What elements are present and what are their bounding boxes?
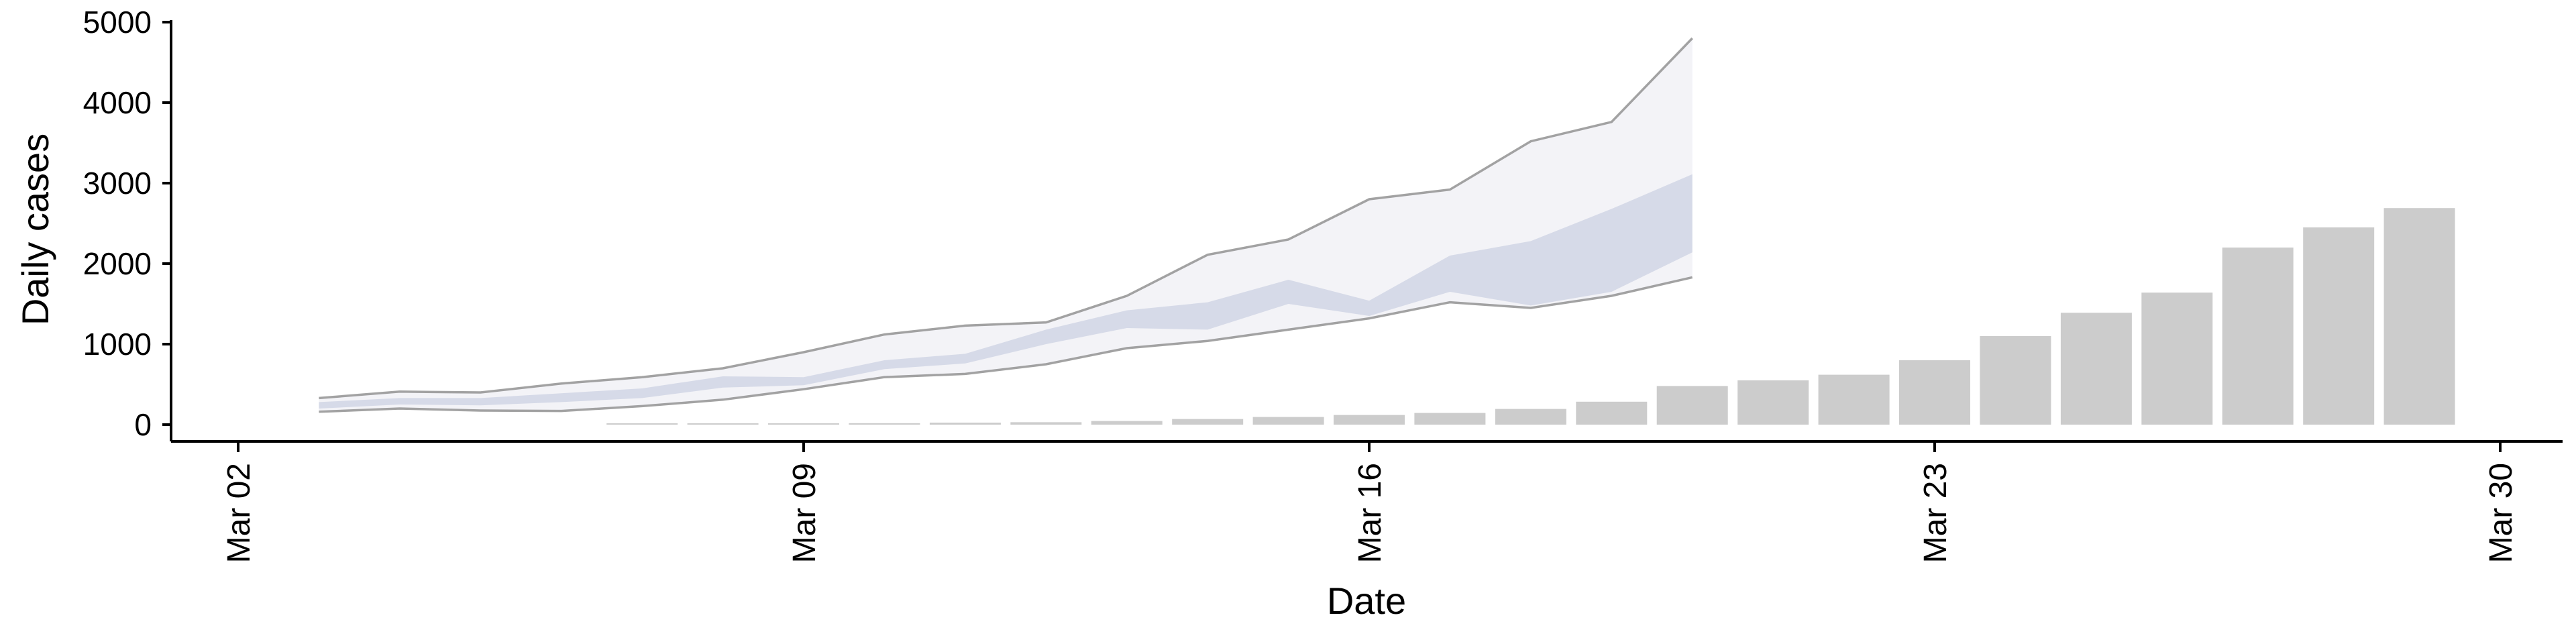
y-tick-label: 3000 bbox=[83, 166, 152, 201]
band-lower-line bbox=[319, 276, 1693, 413]
y-tick-label: 4000 bbox=[83, 85, 152, 120]
bar bbox=[1737, 380, 1809, 425]
bar bbox=[1334, 415, 1405, 425]
bar bbox=[1818, 374, 1890, 425]
bar bbox=[1576, 401, 1648, 425]
band-outer-area bbox=[319, 38, 1693, 412]
y-tick-label: 0 bbox=[134, 407, 152, 442]
x-axis-title: Date bbox=[1327, 580, 1406, 622]
x-tick-label: Mar 02 bbox=[221, 463, 257, 563]
bar bbox=[1010, 422, 1082, 425]
bar bbox=[606, 423, 678, 425]
bar bbox=[1899, 360, 1970, 425]
bar bbox=[1252, 417, 1324, 425]
bar bbox=[687, 423, 759, 425]
bar bbox=[768, 423, 839, 425]
x-tick-label: Mar 09 bbox=[787, 463, 822, 563]
y-ticks: 0 1000 2000 3000 4000 5000 bbox=[83, 5, 171, 442]
bar bbox=[849, 423, 920, 425]
bar bbox=[1656, 386, 1728, 425]
x-tick-label: Mar 16 bbox=[1352, 463, 1388, 563]
bar bbox=[2222, 248, 2294, 425]
bar bbox=[1414, 413, 1486, 425]
y-axis-title: Daily cases bbox=[14, 133, 56, 325]
x-ticks: Mar 02 Mar 09 Mar 16 Mar 23 Mar 30 bbox=[221, 441, 2519, 563]
x-tick-label: Mar 30 bbox=[2483, 463, 2519, 563]
bar bbox=[1091, 421, 1163, 425]
bar bbox=[2383, 208, 2455, 425]
projection-band-layer bbox=[319, 37, 1693, 413]
band-inner-area bbox=[319, 174, 1693, 409]
y-tick-label: 1000 bbox=[83, 327, 152, 362]
axes-layer bbox=[170, 20, 2563, 443]
bar bbox=[2141, 292, 2213, 425]
bar bbox=[1495, 409, 1566, 425]
bar bbox=[1980, 336, 2051, 425]
x-tick-label: Mar 23 bbox=[1918, 463, 1953, 563]
bar bbox=[2060, 313, 2132, 425]
bar-layer bbox=[606, 208, 2455, 425]
bar bbox=[929, 423, 1001, 425]
y-tick-label: 5000 bbox=[83, 5, 152, 40]
bar bbox=[2303, 227, 2375, 425]
band-upper-line bbox=[319, 37, 1693, 400]
y-tick-label: 2000 bbox=[83, 246, 152, 281]
bar bbox=[1172, 419, 1244, 425]
